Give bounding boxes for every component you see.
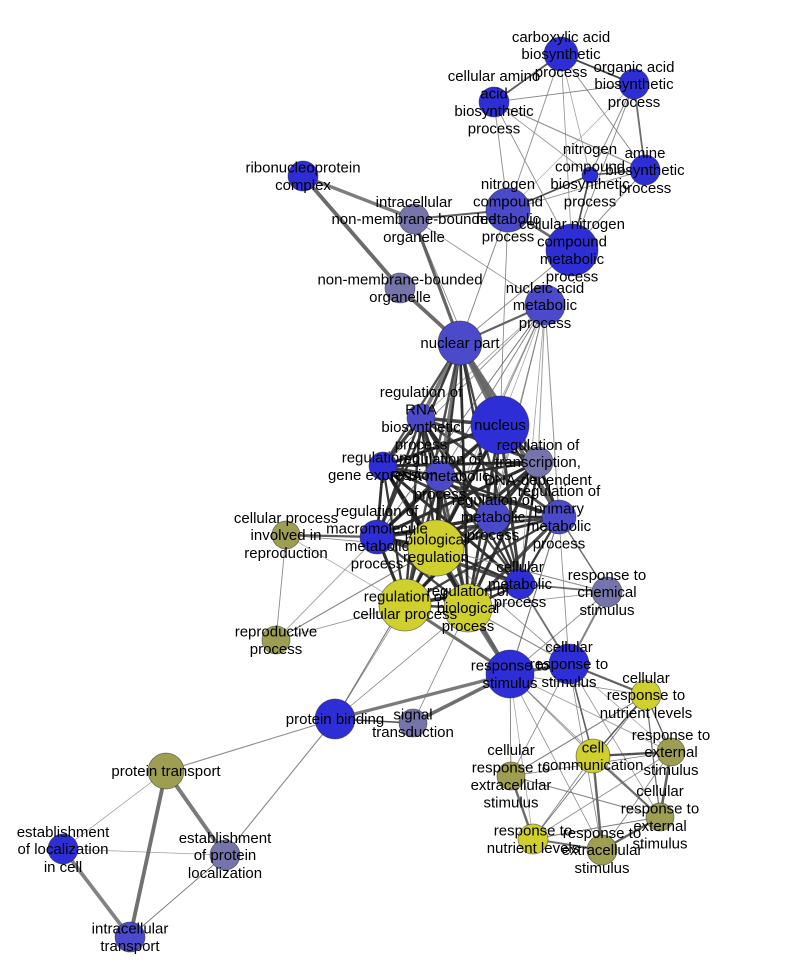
svg-text:compound: compound <box>555 159 625 176</box>
svg-text:non-membrane-bounded: non-membrane-bounded <box>317 272 482 289</box>
svg-text:cellular: cellular <box>496 559 544 576</box>
svg-text:nuclear part: nuclear part <box>420 335 500 352</box>
svg-text:compound: compound <box>473 194 543 211</box>
svg-text:protein binding: protein binding <box>286 711 384 728</box>
svg-text:response to: response to <box>621 801 699 818</box>
svg-text:response to: response to <box>607 687 685 704</box>
svg-text:biosynthetic: biosynthetic <box>550 176 630 193</box>
svg-text:protein transport: protein transport <box>111 763 221 780</box>
svg-text:process: process <box>351 556 404 573</box>
svg-text:process: process <box>467 527 520 544</box>
svg-text:biosynthetic: biosynthetic <box>594 76 674 93</box>
svg-text:RNA: RNA <box>405 402 437 419</box>
svg-text:response to: response to <box>530 656 608 673</box>
svg-text:process: process <box>608 94 661 111</box>
svg-text:response to: response to <box>632 727 710 744</box>
svg-text:acid: acid <box>480 86 508 103</box>
svg-text:metabolic: metabolic <box>345 538 410 555</box>
svg-text:establishment: establishment <box>17 824 110 841</box>
svg-text:nucleus: nucleus <box>474 417 526 434</box>
svg-text:non-membrane-bounded: non-membrane-bounded <box>331 211 496 228</box>
svg-text:ribonucleoprotein: ribonucleoprotein <box>245 160 360 177</box>
svg-text:compound: compound <box>537 234 607 251</box>
svg-text:in cell: in cell <box>44 859 82 876</box>
svg-text:stimulus: stimulus <box>574 860 629 877</box>
svg-text:cellular: cellular <box>545 639 593 656</box>
svg-text:organic acid: organic acid <box>594 59 675 76</box>
svg-text:cellular process: cellular process <box>234 510 338 527</box>
svg-text:regulation of: regulation of <box>497 437 580 454</box>
svg-text:primary: primary <box>534 501 585 518</box>
svg-text:stimulus: stimulus <box>541 674 596 691</box>
svg-text:regulation of: regulation of <box>380 384 463 401</box>
svg-text:intracellular: intracellular <box>92 921 169 938</box>
svg-text:biosynthetic: biosynthetic <box>454 103 534 120</box>
svg-text:response to: response to <box>472 760 550 777</box>
svg-text:transport: transport <box>100 938 160 955</box>
svg-text:intracellular: intracellular <box>376 194 453 211</box>
svg-text:biosynthetic: biosynthetic <box>521 46 601 63</box>
svg-text:nucleic acid: nucleic acid <box>506 280 584 297</box>
svg-text:nutrient levels: nutrient levels <box>600 705 693 722</box>
svg-text:stimulus: stimulus <box>483 795 538 812</box>
svg-text:regulation of: regulation of <box>336 503 419 520</box>
svg-text:stimulus: stimulus <box>643 762 698 779</box>
svg-text:extracellular: extracellular <box>471 777 552 794</box>
svg-text:cellular: cellular <box>636 783 684 800</box>
svg-text:biological: biological <box>405 532 468 549</box>
svg-text:cell: cell <box>582 740 605 757</box>
svg-text:metabolic: metabolic <box>461 509 526 526</box>
svg-text:biosynthetic: biosynthetic <box>381 419 461 436</box>
svg-text:nitrogen: nitrogen <box>481 176 535 193</box>
svg-text:nitrogen: nitrogen <box>563 141 617 158</box>
svg-text:process: process <box>564 194 617 211</box>
svg-text:process: process <box>535 64 588 81</box>
svg-text:biological: biological <box>437 600 500 617</box>
svg-text:regulation of: regulation of <box>452 492 535 509</box>
svg-text:of localization: of localization <box>18 841 109 858</box>
svg-text:response to: response to <box>568 567 646 584</box>
svg-text:chemical: chemical <box>577 584 636 601</box>
svg-text:transcription,: transcription, <box>495 454 581 471</box>
svg-text:regulation: regulation <box>403 549 469 566</box>
svg-text:process: process <box>533 536 586 553</box>
svg-text:cellular: cellular <box>622 670 670 687</box>
svg-text:external: external <box>644 744 697 761</box>
svg-text:organelle: organelle <box>383 229 445 246</box>
svg-text:cellular: cellular <box>487 742 535 759</box>
svg-text:transduction: transduction <box>372 724 454 741</box>
svg-text:localization: localization <box>188 865 262 882</box>
svg-text:involved in: involved in <box>251 527 322 544</box>
svg-text:signal: signal <box>393 707 432 724</box>
svg-text:stimulus: stimulus <box>579 602 634 619</box>
svg-text:process: process <box>519 315 572 332</box>
svg-text:carboxylic acid: carboxylic acid <box>512 29 610 46</box>
svg-text:reproduction: reproduction <box>244 545 327 562</box>
svg-text:gene expression: gene expression <box>328 467 438 484</box>
svg-text:process: process <box>250 641 303 658</box>
svg-text:regulation of: regulation of <box>342 450 425 467</box>
svg-text:metabolic: metabolic <box>540 251 605 268</box>
svg-text:metabolic: metabolic <box>527 518 592 535</box>
svg-text:complex: complex <box>275 177 331 194</box>
svg-text:cellular nitrogen: cellular nitrogen <box>519 216 625 233</box>
svg-text:reproductive: reproductive <box>235 624 318 641</box>
svg-text:nutrient levels: nutrient levels <box>487 840 580 857</box>
svg-text:process: process <box>468 121 521 138</box>
svg-text:organelle: organelle <box>369 289 431 306</box>
svg-text:regulation of: regulation of <box>427 583 510 600</box>
svg-text:cellular amino: cellular amino <box>448 68 541 85</box>
svg-text:of protein: of protein <box>194 847 257 864</box>
svg-text:establishment: establishment <box>179 830 272 847</box>
svg-text:process: process <box>442 618 495 635</box>
svg-text:communication: communication <box>543 757 644 774</box>
svg-text:external: external <box>633 818 686 835</box>
svg-text:stimulus: stimulus <box>482 675 537 692</box>
svg-text:amine: amine <box>625 145 666 162</box>
svg-text:response to: response to <box>494 823 572 840</box>
svg-text:metabolic: metabolic <box>513 297 578 314</box>
